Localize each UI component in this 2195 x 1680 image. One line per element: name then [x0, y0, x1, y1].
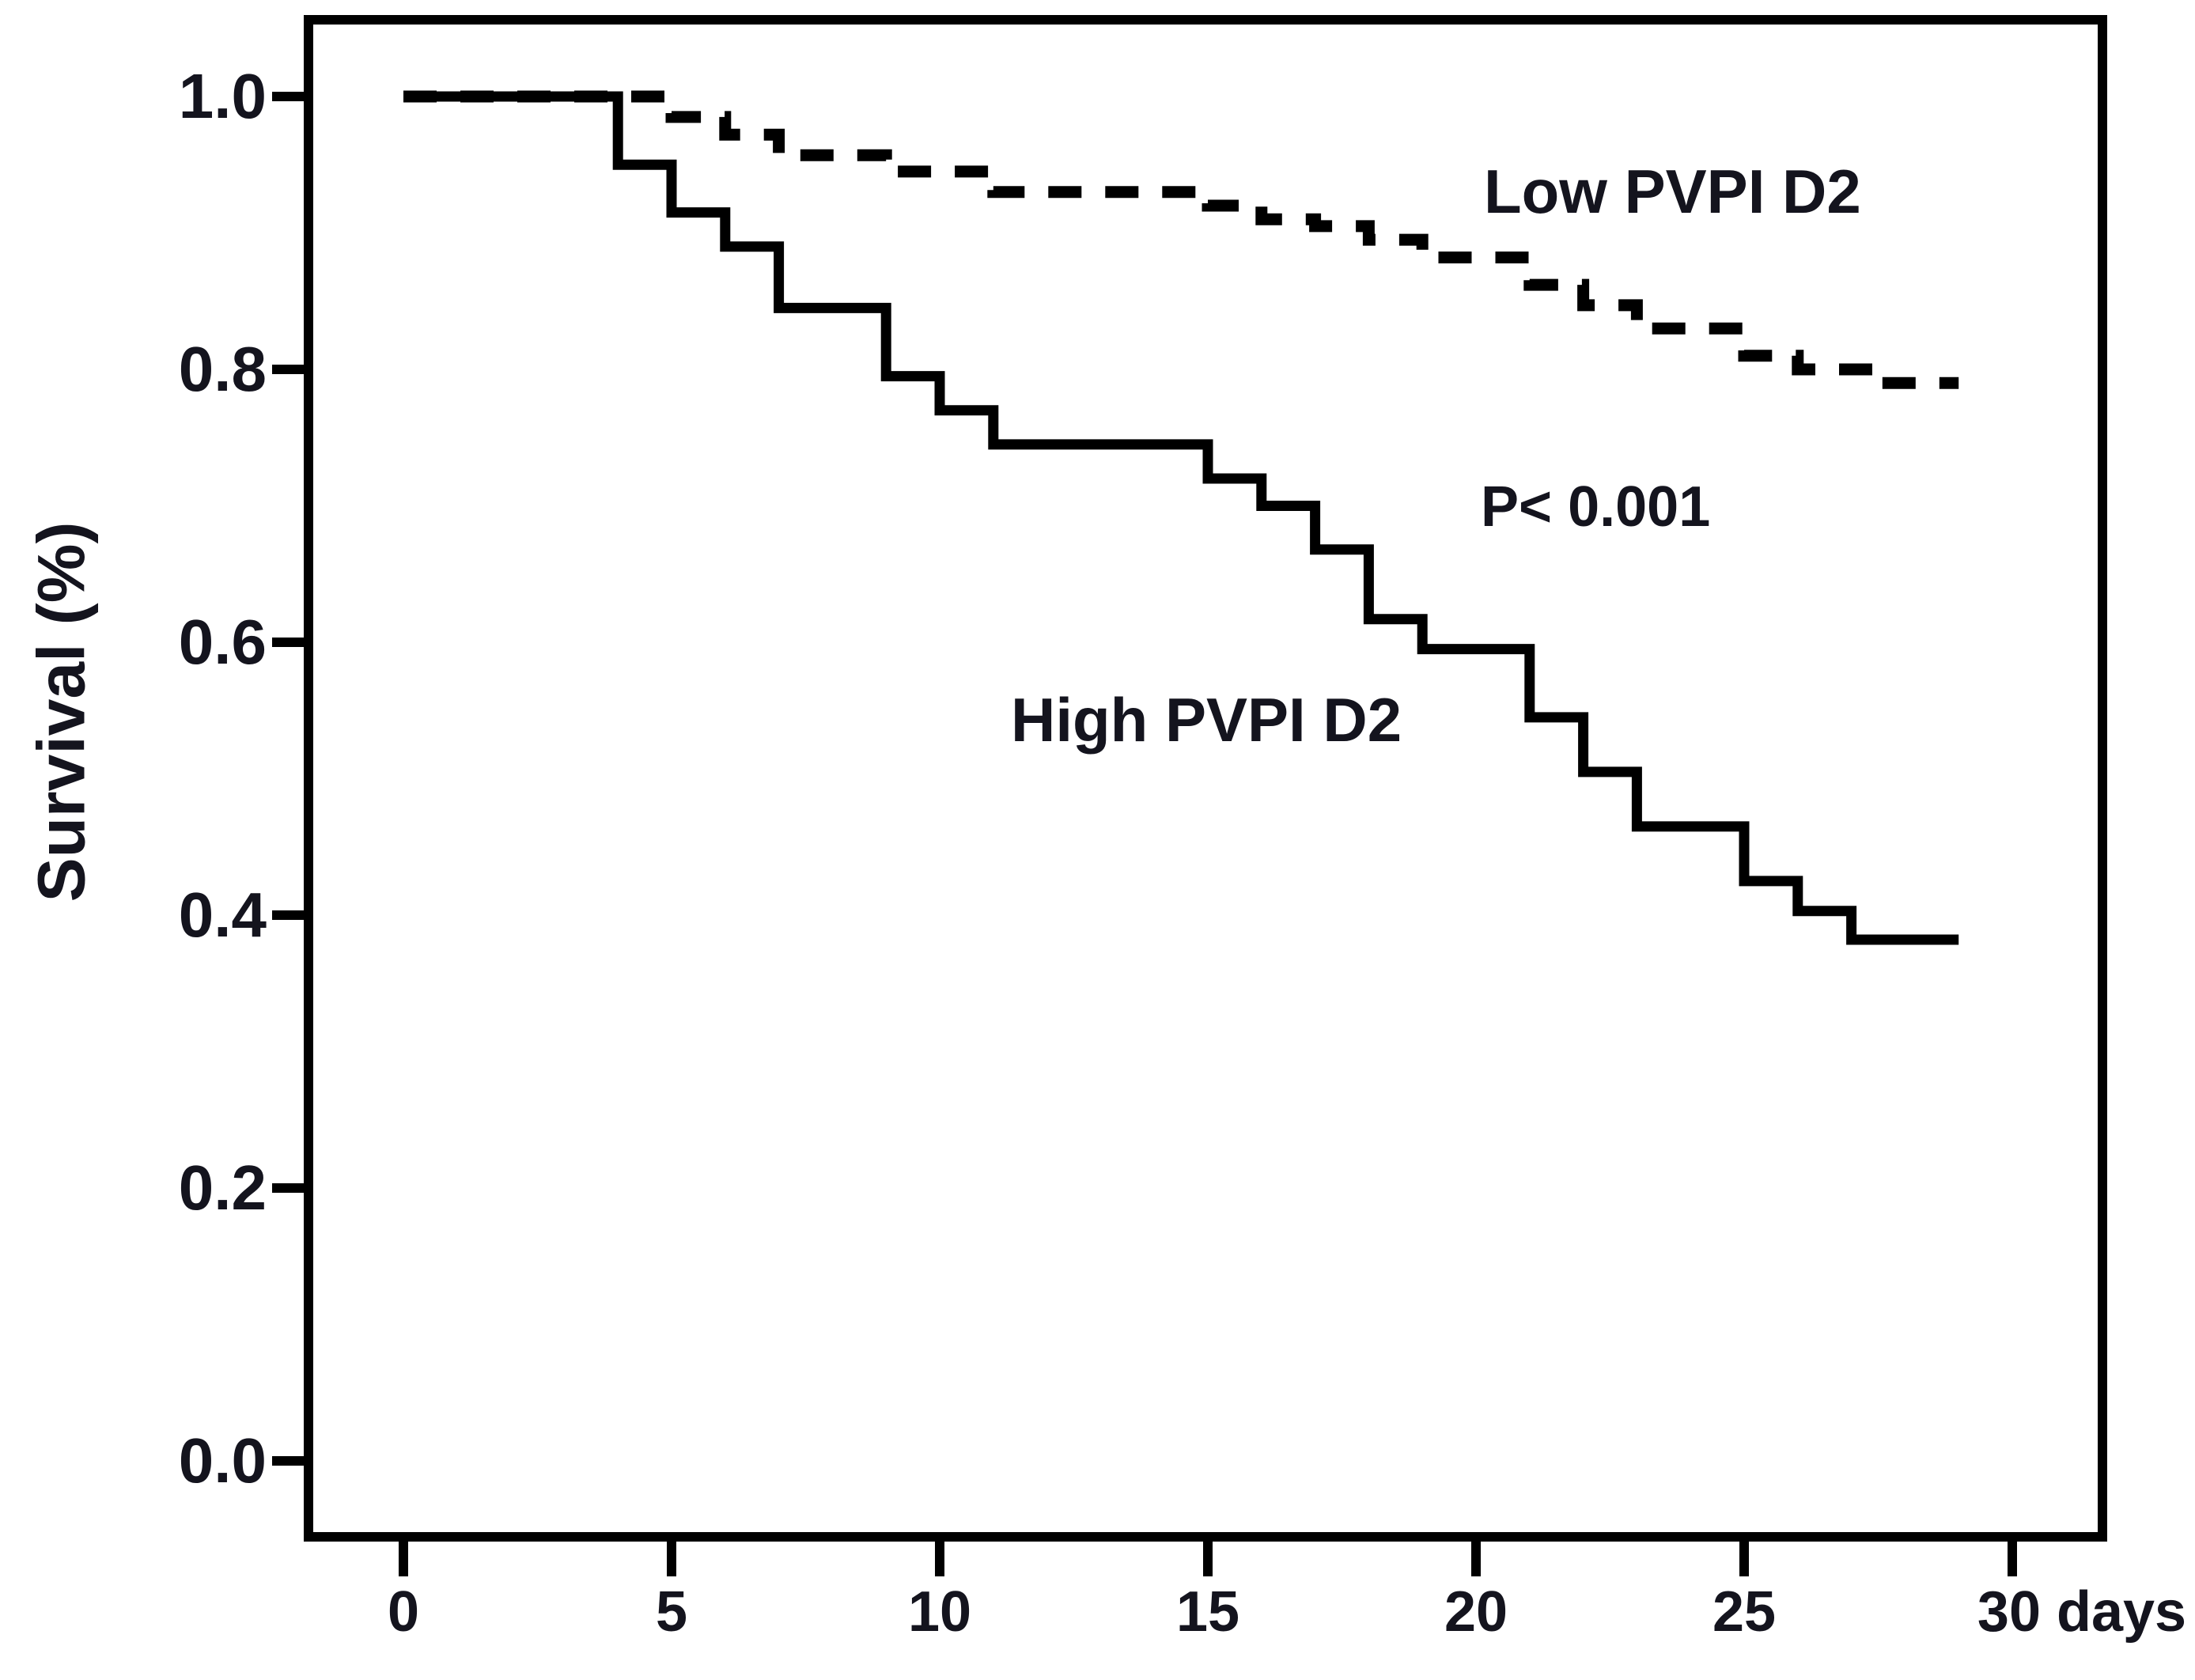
- p-value-annotation: P< 0.001: [1481, 475, 1711, 539]
- y-axis-title: Survival (%): [24, 521, 99, 902]
- y-axis-ticks: [272, 92, 308, 1466]
- y-tick-label: 0.2: [178, 1152, 267, 1223]
- y-tick-label: 1.0: [178, 61, 267, 131]
- low-pvpi-dashed-curve: [403, 90, 1959, 389]
- x-tick-label: 10: [907, 1580, 972, 1644]
- x-tick-label: 5: [655, 1580, 688, 1644]
- legend-high-pvpi-label: High PVPI D2: [1011, 685, 1402, 755]
- x-tick-label: 0: [387, 1580, 420, 1644]
- plot-box-border: [304, 15, 2107, 1542]
- y-tick-label: 0.0: [178, 1425, 267, 1496]
- x-tick-label: 30 days: [1977, 1580, 2187, 1644]
- x-tick-label: 20: [1444, 1580, 1508, 1644]
- high-pvpi-solid-curve: [403, 91, 1959, 945]
- y-tick-label: 0.8: [178, 334, 267, 404]
- x-tick-label: 15: [1175, 1580, 1240, 1644]
- y-tick-label: 0.6: [178, 607, 267, 677]
- legend-low-pvpi-label: Low PVPI D2: [1484, 157, 1861, 226]
- x-axis-ticks: [399, 1537, 2017, 1576]
- x-tick-label: 25: [1712, 1580, 1777, 1644]
- y-tick-label: 0.4: [178, 880, 267, 950]
